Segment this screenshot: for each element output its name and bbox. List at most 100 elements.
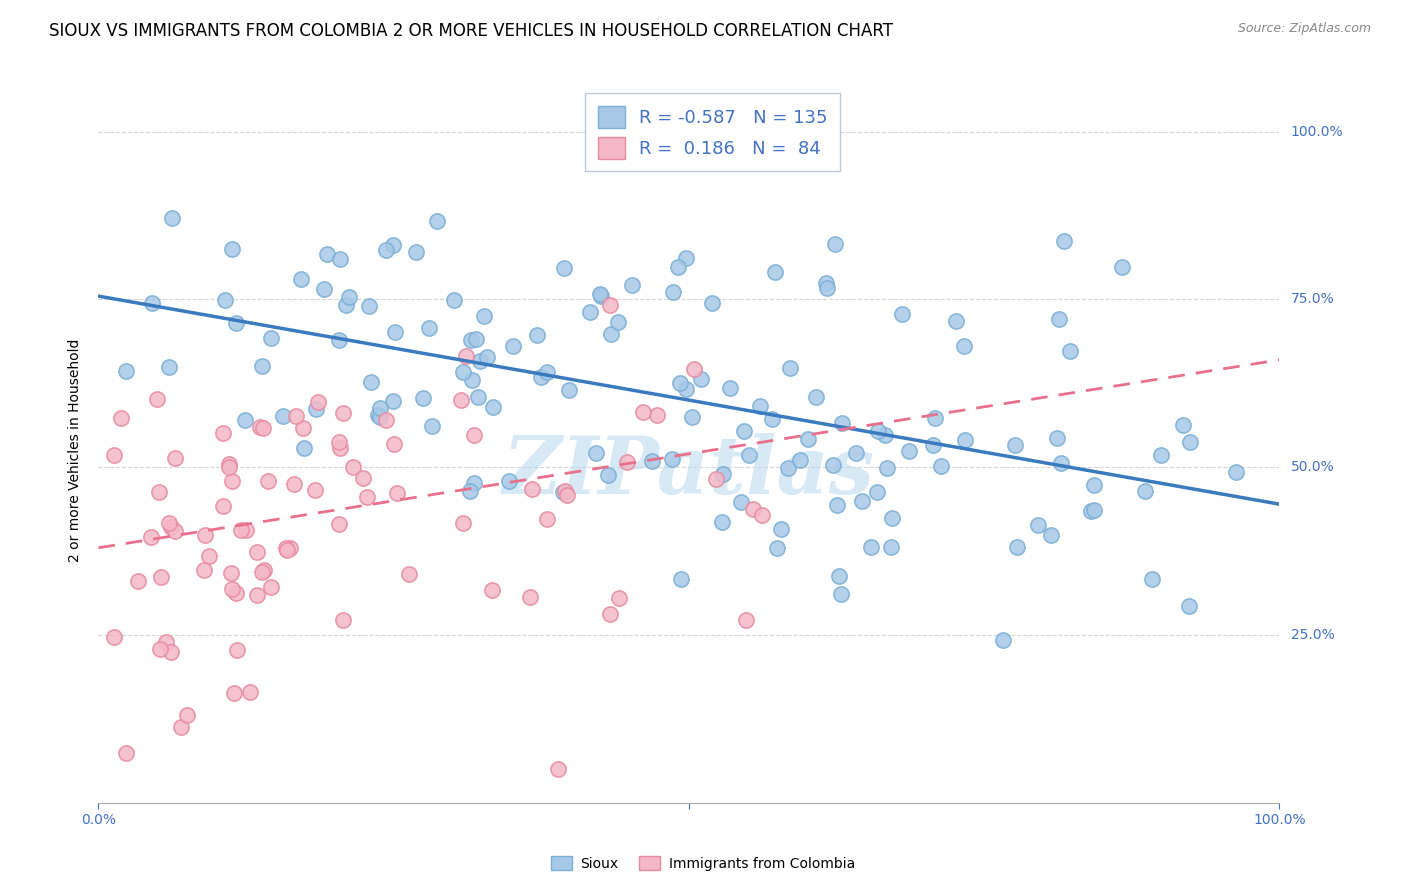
Point [1149, 448, 1171, 462]
Point [498, 474, 520, 488]
Point [704, 472, 727, 486]
Point [845, 446, 868, 460]
Point [165, 524, 187, 539]
Point [953, 339, 976, 353]
Point [235, 413, 257, 427]
Y-axis label: 2 or more Vehicles in Household: 2 or more Vehicles in Household [69, 339, 83, 562]
Point [273, 409, 295, 423]
Text: SIOUX VS IMMIGRANTS FROM COLOMBIA 2 OR MORE VEHICLES IN HOUSEHOLD CORRELATION CH: SIOUX VS IMMIGRANTS FROM COLOMBIA 2 OR M… [49, 22, 893, 40]
Point [250, 566, 273, 580]
Point [662, 285, 685, 300]
Point [536, 365, 558, 379]
Point [519, 590, 541, 604]
Point [212, 425, 235, 440]
Text: Source: ZipAtlas.com: Source: ZipAtlas.com [1237, 22, 1371, 36]
Text: 25.0%: 25.0% [1291, 628, 1334, 642]
Point [103, 631, 125, 645]
Point [1026, 517, 1049, 532]
Point [221, 242, 243, 256]
Point [461, 373, 484, 387]
Point [246, 589, 269, 603]
Point [599, 326, 621, 341]
Point [329, 442, 352, 456]
Point [555, 488, 578, 502]
Point [859, 540, 882, 554]
Point [891, 307, 914, 321]
Point [751, 508, 773, 523]
Point [1039, 527, 1062, 541]
Point [276, 541, 298, 556]
Point [451, 516, 474, 531]
Point [285, 409, 308, 423]
Point [558, 384, 581, 398]
Point [866, 484, 889, 499]
Point [259, 580, 281, 594]
Point [536, 512, 558, 526]
Point [212, 499, 235, 513]
Text: 100.0%: 100.0% [1291, 125, 1343, 138]
Point [733, 424, 755, 438]
Point [456, 349, 478, 363]
Point [880, 511, 903, 525]
Point [110, 411, 132, 425]
Point [443, 293, 465, 308]
Point [239, 684, 262, 698]
Point [700, 296, 723, 310]
Point [1083, 503, 1105, 517]
Point [103, 448, 125, 462]
Point [681, 409, 703, 424]
Point [599, 298, 621, 312]
Point [828, 568, 851, 582]
Point [616, 454, 638, 468]
Point [235, 524, 257, 538]
Point [304, 483, 326, 497]
Point [553, 261, 575, 276]
Point [335, 298, 357, 312]
Point [283, 476, 305, 491]
Point [221, 474, 243, 488]
Point [1142, 572, 1164, 586]
Point [337, 290, 360, 304]
Point [607, 591, 630, 605]
Point [481, 582, 503, 597]
Point [226, 642, 249, 657]
Point [880, 541, 903, 555]
Point [815, 281, 838, 295]
Point [741, 501, 763, 516]
Point [165, 450, 187, 465]
Point [547, 762, 569, 776]
Point [814, 277, 837, 291]
Point [866, 424, 889, 438]
Point [502, 339, 524, 353]
Point [898, 443, 921, 458]
Point [328, 516, 350, 531]
Point [589, 286, 612, 301]
Point [252, 421, 274, 435]
Point [420, 419, 443, 434]
Point [148, 485, 170, 500]
Text: ZIPatlas: ZIPatlas [503, 433, 875, 510]
Point [356, 490, 378, 504]
Point [231, 523, 253, 537]
Legend: Sioux, Immigrants from Colombia: Sioux, Immigrants from Colombia [546, 850, 860, 876]
Point [1083, 477, 1105, 491]
Point [360, 375, 382, 389]
Point [873, 427, 896, 442]
Point [257, 474, 280, 488]
Point [526, 327, 548, 342]
Point [763, 264, 786, 278]
Point [352, 471, 374, 485]
Point [1053, 234, 1076, 248]
Point [252, 359, 274, 373]
Point [305, 402, 328, 417]
Point [522, 483, 544, 497]
Point [465, 333, 488, 347]
Point [607, 315, 630, 329]
Point [451, 365, 474, 379]
Point [579, 304, 602, 318]
Point [993, 632, 1015, 647]
Point [160, 519, 183, 533]
Point [374, 413, 396, 427]
Point [367, 409, 389, 423]
Point [776, 461, 799, 475]
